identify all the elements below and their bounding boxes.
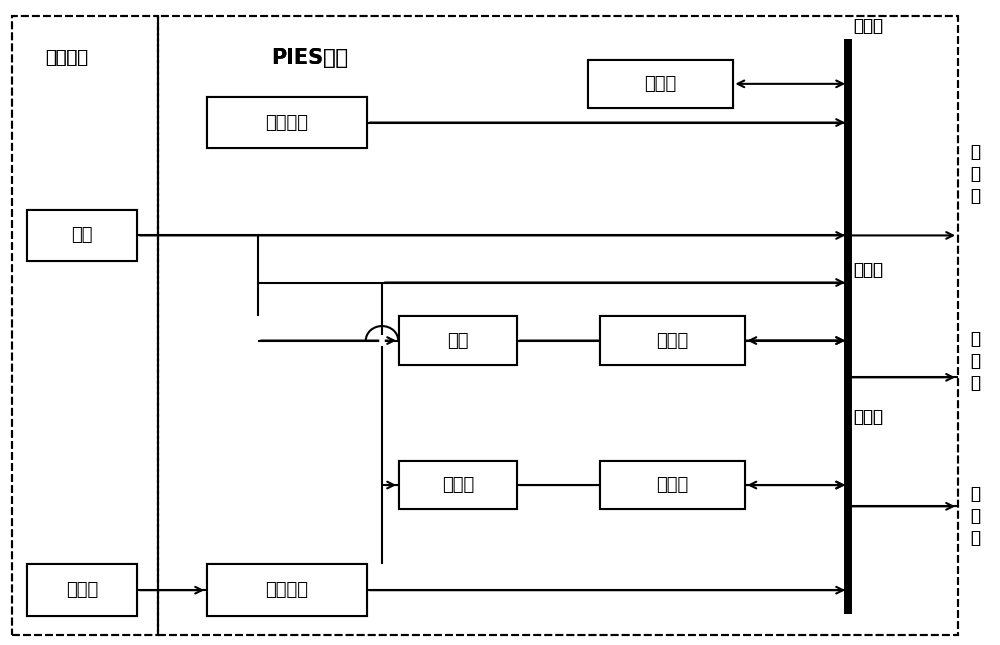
Bar xyxy=(399,317,517,365)
Text: 制冷机: 制冷机 xyxy=(442,476,474,494)
Text: PIES结构: PIES结构 xyxy=(271,48,349,68)
Text: 热储能: 热储能 xyxy=(656,332,688,350)
Text: 外部输入: 外部输入 xyxy=(46,49,88,67)
Bar xyxy=(207,564,367,616)
Text: 电储能: 电储能 xyxy=(644,75,676,93)
Text: 热母线: 热母线 xyxy=(853,261,883,279)
Text: 冷
负
荷: 冷 负 荷 xyxy=(970,485,980,547)
Bar xyxy=(207,97,367,148)
Text: 光伏发电: 光伏发电 xyxy=(266,114,308,132)
Bar xyxy=(27,564,137,616)
Bar xyxy=(399,317,517,365)
Text: 电网: 电网 xyxy=(71,226,93,244)
Bar xyxy=(27,564,137,616)
Text: 电母线: 电母线 xyxy=(853,17,883,35)
Bar xyxy=(27,210,137,261)
Bar xyxy=(600,461,744,510)
Text: 电网: 电网 xyxy=(71,226,93,244)
Bar xyxy=(158,16,958,635)
Bar xyxy=(27,210,137,261)
Text: 冷
负
荷: 冷 负 荷 xyxy=(970,485,980,547)
Bar xyxy=(600,317,744,365)
Bar xyxy=(12,16,158,635)
Text: 冷母线: 冷母线 xyxy=(853,408,883,426)
Bar xyxy=(207,97,367,148)
Text: 电母线: 电母线 xyxy=(853,17,883,35)
Bar xyxy=(588,60,732,108)
Bar xyxy=(399,461,517,510)
Text: PIES结构: PIES结构 xyxy=(271,48,349,68)
Bar xyxy=(588,60,732,108)
Text: 冷储能: 冷储能 xyxy=(656,476,688,494)
Text: 电
负
荷: 电 负 荷 xyxy=(970,143,980,205)
Bar xyxy=(207,564,367,616)
Text: 光伏发电: 光伏发电 xyxy=(266,114,308,132)
Bar xyxy=(600,461,744,510)
Text: 热母线: 热母线 xyxy=(853,261,883,279)
Text: 天然气: 天然气 xyxy=(66,581,98,599)
Text: 热泵: 热泵 xyxy=(447,332,469,350)
Bar xyxy=(600,317,744,365)
Text: 联供机组: 联供机组 xyxy=(266,581,308,599)
Bar xyxy=(12,16,158,635)
Bar xyxy=(158,16,958,635)
Text: 制冷机: 制冷机 xyxy=(442,476,474,494)
Text: 天然气: 天然气 xyxy=(66,581,98,599)
Text: 电
负
荷: 电 负 荷 xyxy=(970,143,980,205)
Text: 冷母线: 冷母线 xyxy=(853,408,883,426)
Text: 冷储能: 冷储能 xyxy=(656,476,688,494)
Text: 热泵: 热泵 xyxy=(447,332,469,350)
Bar xyxy=(399,461,517,510)
Text: 热储能: 热储能 xyxy=(656,332,688,350)
Text: 联供机组: 联供机组 xyxy=(266,581,308,599)
Text: 外部输入: 外部输入 xyxy=(46,49,88,67)
Text: 电储能: 电储能 xyxy=(644,75,676,93)
Text: 热
负
荷: 热 负 荷 xyxy=(970,330,980,392)
Text: 热
负
荷: 热 负 荷 xyxy=(970,330,980,392)
